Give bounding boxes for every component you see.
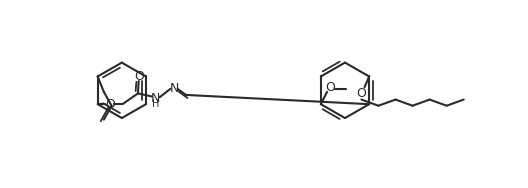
Text: N: N — [169, 82, 179, 95]
Text: O: O — [356, 87, 366, 100]
Text: N: N — [151, 92, 161, 105]
Text: O: O — [105, 98, 115, 111]
Text: H: H — [152, 99, 159, 109]
Text: O: O — [325, 81, 335, 94]
Text: O: O — [134, 70, 144, 83]
